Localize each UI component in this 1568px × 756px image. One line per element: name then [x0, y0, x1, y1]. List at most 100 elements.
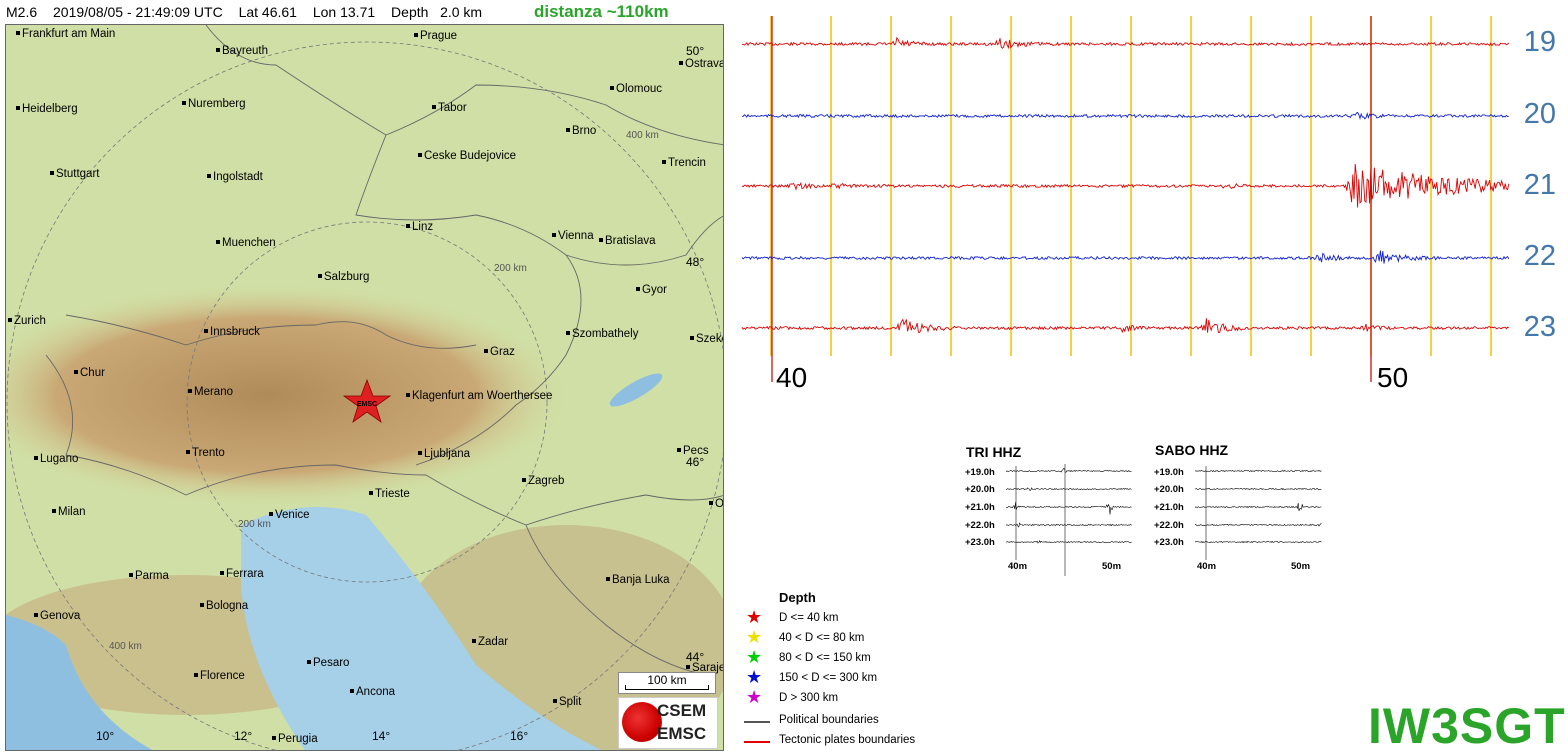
thumb-trace — [1194, 522, 1322, 527]
event-distance: distanza ~110km — [534, 2, 669, 21]
sabo-row-20: +20.0h — [1154, 484, 1184, 495]
magnitude: M2.6 — [6, 4, 38, 20]
city-label: Innsbruck — [210, 326, 260, 338]
blue-star-icon: ★ — [746, 667, 763, 687]
city-label: Szombathely — [572, 328, 639, 340]
city-label: Trento — [192, 447, 225, 459]
hour-label-22: 22 — [1523, 240, 1556, 272]
city-label: Saraje — [692, 662, 724, 674]
city-marker: Klagenfurt am Woerthersee — [406, 390, 552, 402]
thumb-trace — [1005, 539, 1132, 544]
city-label: Graz — [490, 346, 515, 358]
city-marker: Trieste — [369, 488, 410, 500]
depth-legend: Depth ★ D <= 40 km ★ 40 < D <= 80 km ★ 8… — [744, 590, 964, 755]
city-marker: Pesaro — [307, 657, 349, 669]
city-label: Frankfurt am Main — [22, 28, 115, 40]
city-marker: Stuttgart — [50, 168, 100, 180]
city-marker: Milan — [52, 506, 85, 518]
city-label: Nuremberg — [188, 98, 246, 110]
city-marker: Frankfurt am Main — [16, 28, 115, 40]
station-thumbnails: TRI HHZ SABO HHZ +19.0h +20.0h +21.0h +2… — [960, 440, 1340, 580]
lon-label-16: 16° — [510, 729, 528, 743]
map-canvas: 400 km 200 km 200 km 400 km Frankfurt am… — [6, 25, 724, 750]
city-label: Brno — [572, 125, 596, 137]
city-label: Merano — [194, 386, 233, 398]
city-marker: Salzburg — [318, 271, 369, 283]
thumb-title-tri: TRI HHZ — [966, 444, 1022, 460]
trace-hour-19 — [741, 36, 1510, 50]
logo-text-emsc: EMSC — [657, 724, 707, 743]
ring-label-200-ne: 200 km — [494, 263, 527, 274]
city-label: Bratislava — [605, 235, 656, 247]
city-label: Zagreb — [528, 475, 564, 487]
tri-row-23: +23.0h — [965, 537, 995, 548]
city-marker: Muenchen — [216, 237, 276, 249]
city-label: Ancona — [356, 686, 396, 698]
thumb-trace — [1194, 487, 1322, 491]
yellow-star-icon: ★ — [746, 627, 763, 647]
city-label: Ingolstadt — [213, 171, 264, 183]
city-label: Banja Luka — [612, 574, 670, 586]
city-label: Zadar — [478, 636, 508, 648]
ring-label-400-sw: 400 km — [109, 641, 142, 652]
tri-tick-50m: 50m — [1102, 561, 1122, 572]
thumb-trace — [1005, 522, 1132, 528]
sabo-row-23: +23.0h — [1154, 537, 1184, 548]
sabo-row-19: +19.0h — [1154, 467, 1184, 478]
thumb-title-sabo: SABO HHZ — [1155, 442, 1229, 458]
city-label: Pecs — [683, 445, 709, 457]
thumb-trace — [1194, 540, 1322, 544]
city-marker: Linz — [406, 221, 433, 233]
city-label: Trieste — [375, 488, 410, 500]
city-label: Gyor — [642, 284, 667, 296]
station-callsign: IW3SGT — [1368, 698, 1566, 754]
city-label: Olomouc — [616, 83, 662, 95]
city-label: Genova — [40, 610, 81, 622]
city-marker: Os — [709, 498, 723, 510]
city-marker: Zadar — [472, 636, 508, 648]
epicenter-label: EMSC — [357, 401, 377, 408]
hour-label-20: 20 — [1523, 98, 1556, 130]
city-label: Ferrara — [226, 568, 264, 580]
event-latitude: Lat 46.61 — [238, 4, 297, 20]
tri-row-20: +20.0h — [965, 484, 995, 495]
city-marker: Ingolstadt — [207, 171, 264, 183]
city-label: Split — [559, 696, 582, 708]
epicenter-star-icon: EMSC — [342, 378, 392, 424]
city-marker: Prague — [414, 30, 457, 42]
city-marker: Perugia — [272, 733, 318, 745]
event-longitude: Lon 13.71 — [312, 4, 376, 20]
sabo-tick-50m: 50m — [1291, 561, 1311, 572]
city-marker: Saraje — [686, 662, 724, 674]
legend-row-tectonic: Tectonic plates boundaries — [744, 733, 964, 751]
city-label: Szeke — [696, 333, 724, 345]
city-marker: Szombathely — [566, 328, 639, 340]
city-marker: Chur — [74, 367, 105, 379]
city-label: Salzburg — [324, 271, 369, 283]
helicorder-traces — [741, 16, 1510, 382]
city-label: Bologna — [206, 600, 249, 612]
thumb-trace — [1194, 503, 1322, 512]
adriatic-sea — [241, 507, 602, 750]
city-label: Linz — [412, 221, 433, 233]
legend-title: Depth — [779, 590, 816, 605]
legend-row-political: Political boundaries — [744, 713, 964, 731]
city-marker: Bratislava — [599, 235, 656, 247]
city-marker: Zurich — [8, 315, 46, 327]
city-label: Ceske Budejovice — [424, 150, 516, 162]
scale-label: 100 km — [647, 673, 687, 687]
city-marker: Heidelberg — [16, 103, 78, 115]
legend-row-depth-3: ★ 80 < D <= 150 km — [746, 647, 871, 667]
city-marker: Szeke — [690, 333, 724, 345]
city-marker: Brno — [566, 125, 596, 137]
city-marker: Trento — [186, 447, 225, 459]
ring-200km — [186, 221, 548, 583]
city-label: Chur — [80, 367, 105, 379]
legend-row-depth-2: ★ 40 < D <= 80 km — [746, 627, 865, 647]
city-marker: Genova — [34, 610, 81, 622]
city-label: Tabor — [438, 102, 467, 114]
tri-tick-40m: 40m — [1008, 561, 1028, 572]
tri-row-19: +19.0h — [965, 467, 995, 478]
sabo-row-21: +21.0h — [1154, 502, 1184, 513]
hour-label-23: 23 — [1523, 311, 1556, 343]
